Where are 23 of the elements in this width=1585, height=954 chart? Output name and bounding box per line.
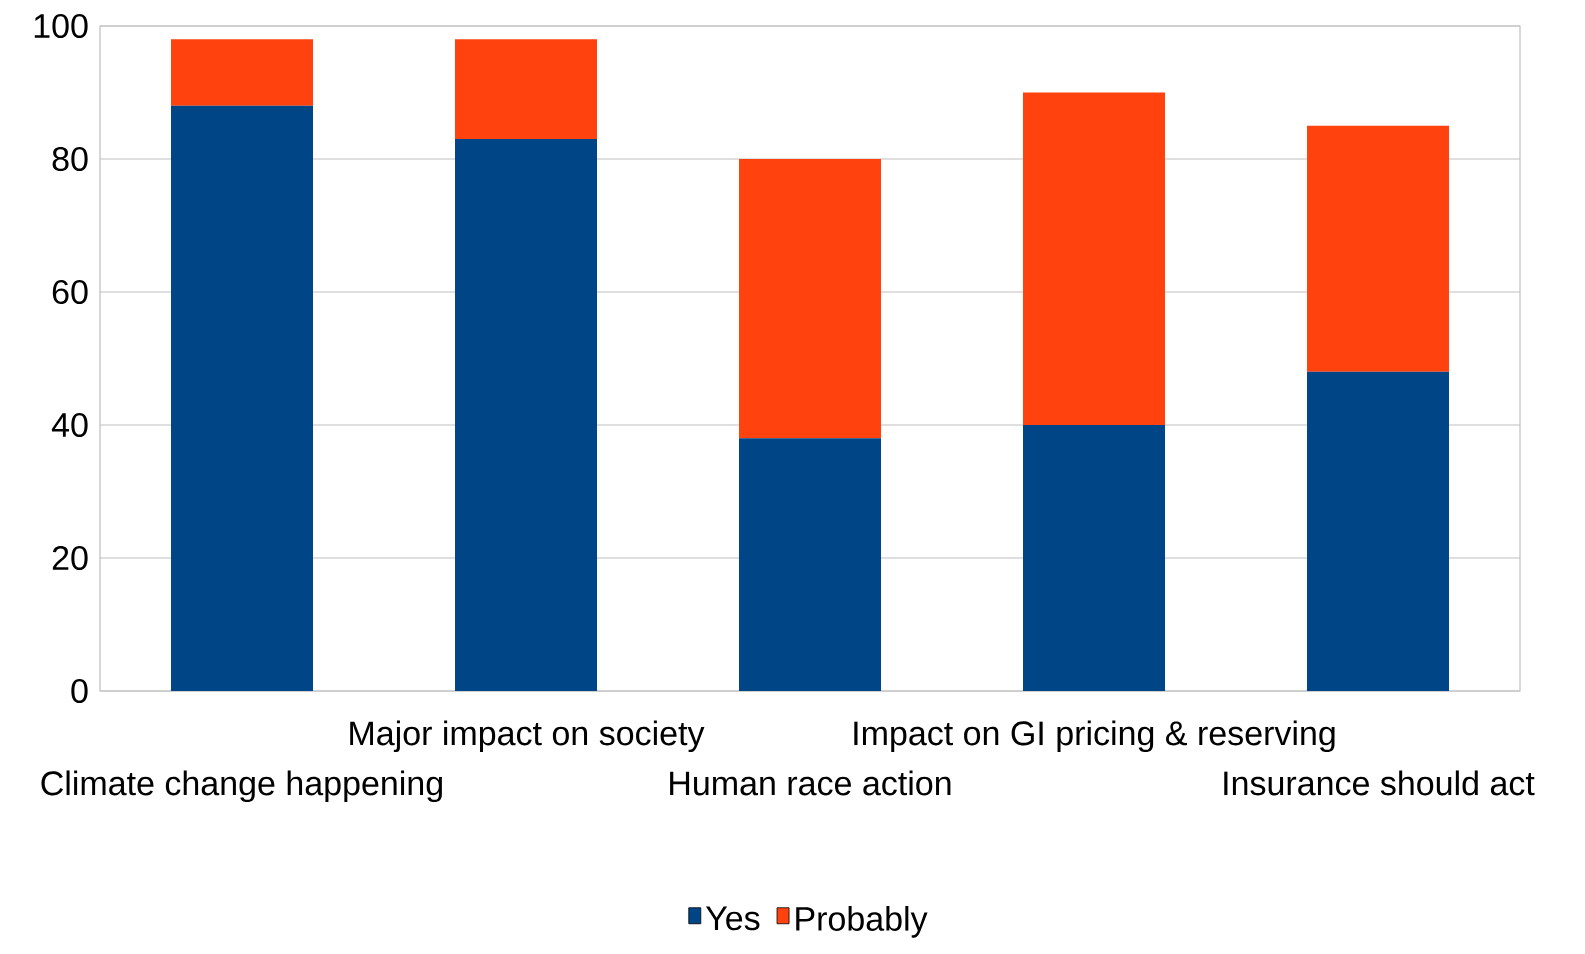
x-tick-label: Human race action [670, 770, 951, 796]
y-tick-label: 60 [52, 279, 88, 305]
bar [739, 438, 882, 691]
x-tick-label: Major impact on society [350, 720, 705, 753]
y-tick-label: 80 [52, 146, 88, 172]
bar [1023, 92, 1166, 425]
bar [455, 139, 597, 691]
bar [171, 39, 314, 106]
bar [455, 39, 597, 140]
y-tick-label: 0 [71, 678, 88, 704]
x-tick-label: Climate change happening [41, 770, 442, 803]
legend-label: Yes [705, 906, 760, 931]
bar [739, 159, 882, 439]
bar [1307, 371, 1450, 691]
y-tick-label: 40 [51, 412, 88, 438]
bar [171, 105, 314, 691]
y-tick-label: 100 [34, 13, 88, 39]
legend-label: Probably [796, 905, 928, 938]
x-tick-label: Insurance should act [1224, 770, 1535, 796]
bar [1307, 125, 1450, 372]
bar [1023, 425, 1166, 691]
x-tick-label: Impact on GI pricing & reserving [854, 720, 1335, 753]
y-tick-label: 20 [52, 545, 88, 571]
